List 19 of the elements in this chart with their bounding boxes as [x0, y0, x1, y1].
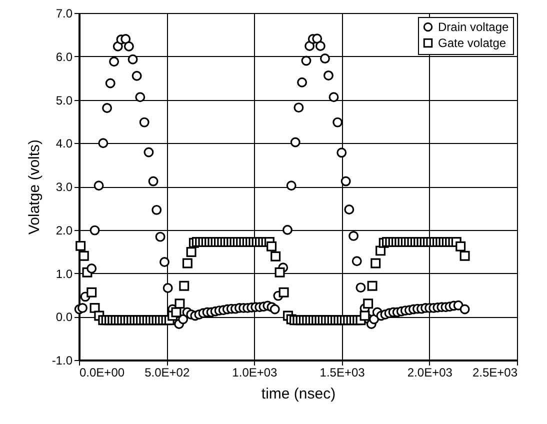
y-tick-label: 0.0 [56, 310, 73, 324]
y-tick-label: -1.0 [52, 354, 73, 368]
x-tick-label: 1.0E+03 [232, 366, 278, 380]
x-tick-label: 2.0E+03 [407, 366, 453, 380]
x-axis-title: time (nsec) [261, 386, 336, 402]
y-tick-label: 2.0 [56, 223, 73, 238]
x-tick-label: 1.5E+03 [320, 366, 366, 380]
x-tick-label: 2.5E+03 [472, 366, 518, 380]
y-tick-label: 5.0 [56, 93, 73, 108]
y-tick-label: 7.0 [56, 6, 73, 20]
x-tick-label: 5.0E+02 [144, 366, 190, 380]
legend-label: Drain voltage [438, 20, 510, 34]
y-tick-label: 1.0 [56, 266, 73, 281]
y-tick-label: 4.0 [56, 136, 73, 151]
y-tick-label: 6.0 [56, 50, 73, 64]
y-tick-label: 3.0 [56, 180, 73, 194]
y-axis-title: Volatge (volts) [26, 139, 43, 235]
x-tick-label: 0.0E+00 [80, 366, 125, 380]
legend-label: Gate volatge [438, 36, 506, 50]
